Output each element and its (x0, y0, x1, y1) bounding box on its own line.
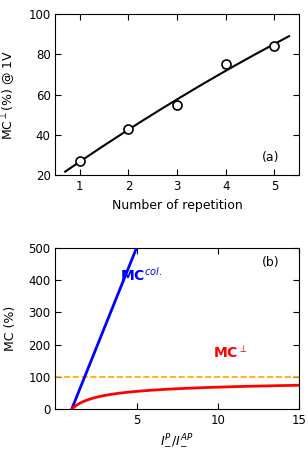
Text: (b): (b) (262, 256, 279, 269)
Y-axis label: MC$^{\perp}$(%) @ 1V: MC$^{\perp}$(%) @ 1V (0, 50, 17, 140)
Text: MC$^{\perp}$: MC$^{\perp}$ (213, 344, 248, 361)
Y-axis label: MC (%): MC (%) (3, 306, 17, 351)
Text: MC$^{col.}$: MC$^{col.}$ (120, 266, 162, 283)
X-axis label: $I_{-}^{P}/I_{-}^{AP}$: $I_{-}^{P}/I_{-}^{AP}$ (160, 432, 194, 449)
Text: (a): (a) (262, 151, 279, 164)
X-axis label: Number of repetition: Number of repetition (112, 199, 242, 212)
